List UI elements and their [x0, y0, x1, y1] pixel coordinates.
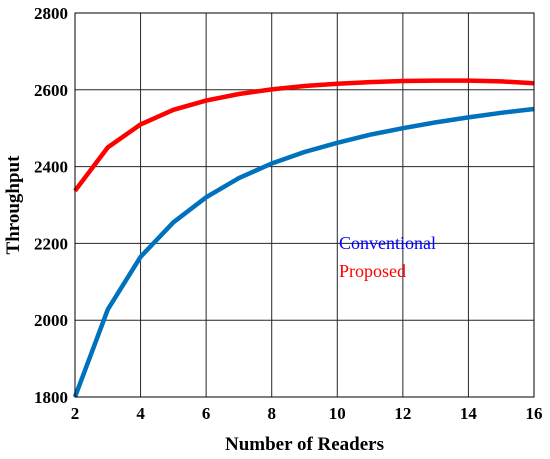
x-tick-label: 16	[526, 404, 543, 423]
series-layer	[72, 78, 535, 398]
y-tick-label: 2000	[34, 311, 68, 330]
legend-entry-conventional: Conventional	[339, 233, 436, 253]
series-line-proposed	[73, 78, 535, 193]
y-tick-label: 2800	[34, 4, 68, 23]
x-tick-labels: 2 4 6 8 10 12 14 16	[71, 404, 543, 423]
y-tick-label: 2400	[34, 158, 68, 177]
x-tick-label: 14	[460, 404, 478, 423]
y-axis-title: Throughput	[3, 155, 24, 255]
y-tick-label: 1800	[34, 388, 68, 407]
x-axis-title: Number of Readers	[225, 434, 384, 455]
x-tick-label: 6	[202, 404, 211, 423]
x-tick-label: 2	[71, 404, 80, 423]
y-tick-label: 2600	[34, 81, 68, 100]
x-tick-label: 4	[136, 404, 145, 423]
plot-frame	[74, 12, 535, 398]
x-tick-label: 10	[329, 404, 346, 423]
legend-entry-proposed: Proposed	[339, 261, 406, 281]
x-tick-label: 12	[394, 404, 411, 423]
grid-lines	[74, 12, 535, 398]
legend: Conventional Proposed	[339, 233, 436, 281]
x-tick-label: 8	[267, 404, 276, 423]
y-tick-label: 2200	[34, 234, 68, 253]
y-tick-labels: 1800 2000 2200 2400 2600 2800	[34, 4, 68, 407]
series-line-conventional	[72, 106, 535, 398]
